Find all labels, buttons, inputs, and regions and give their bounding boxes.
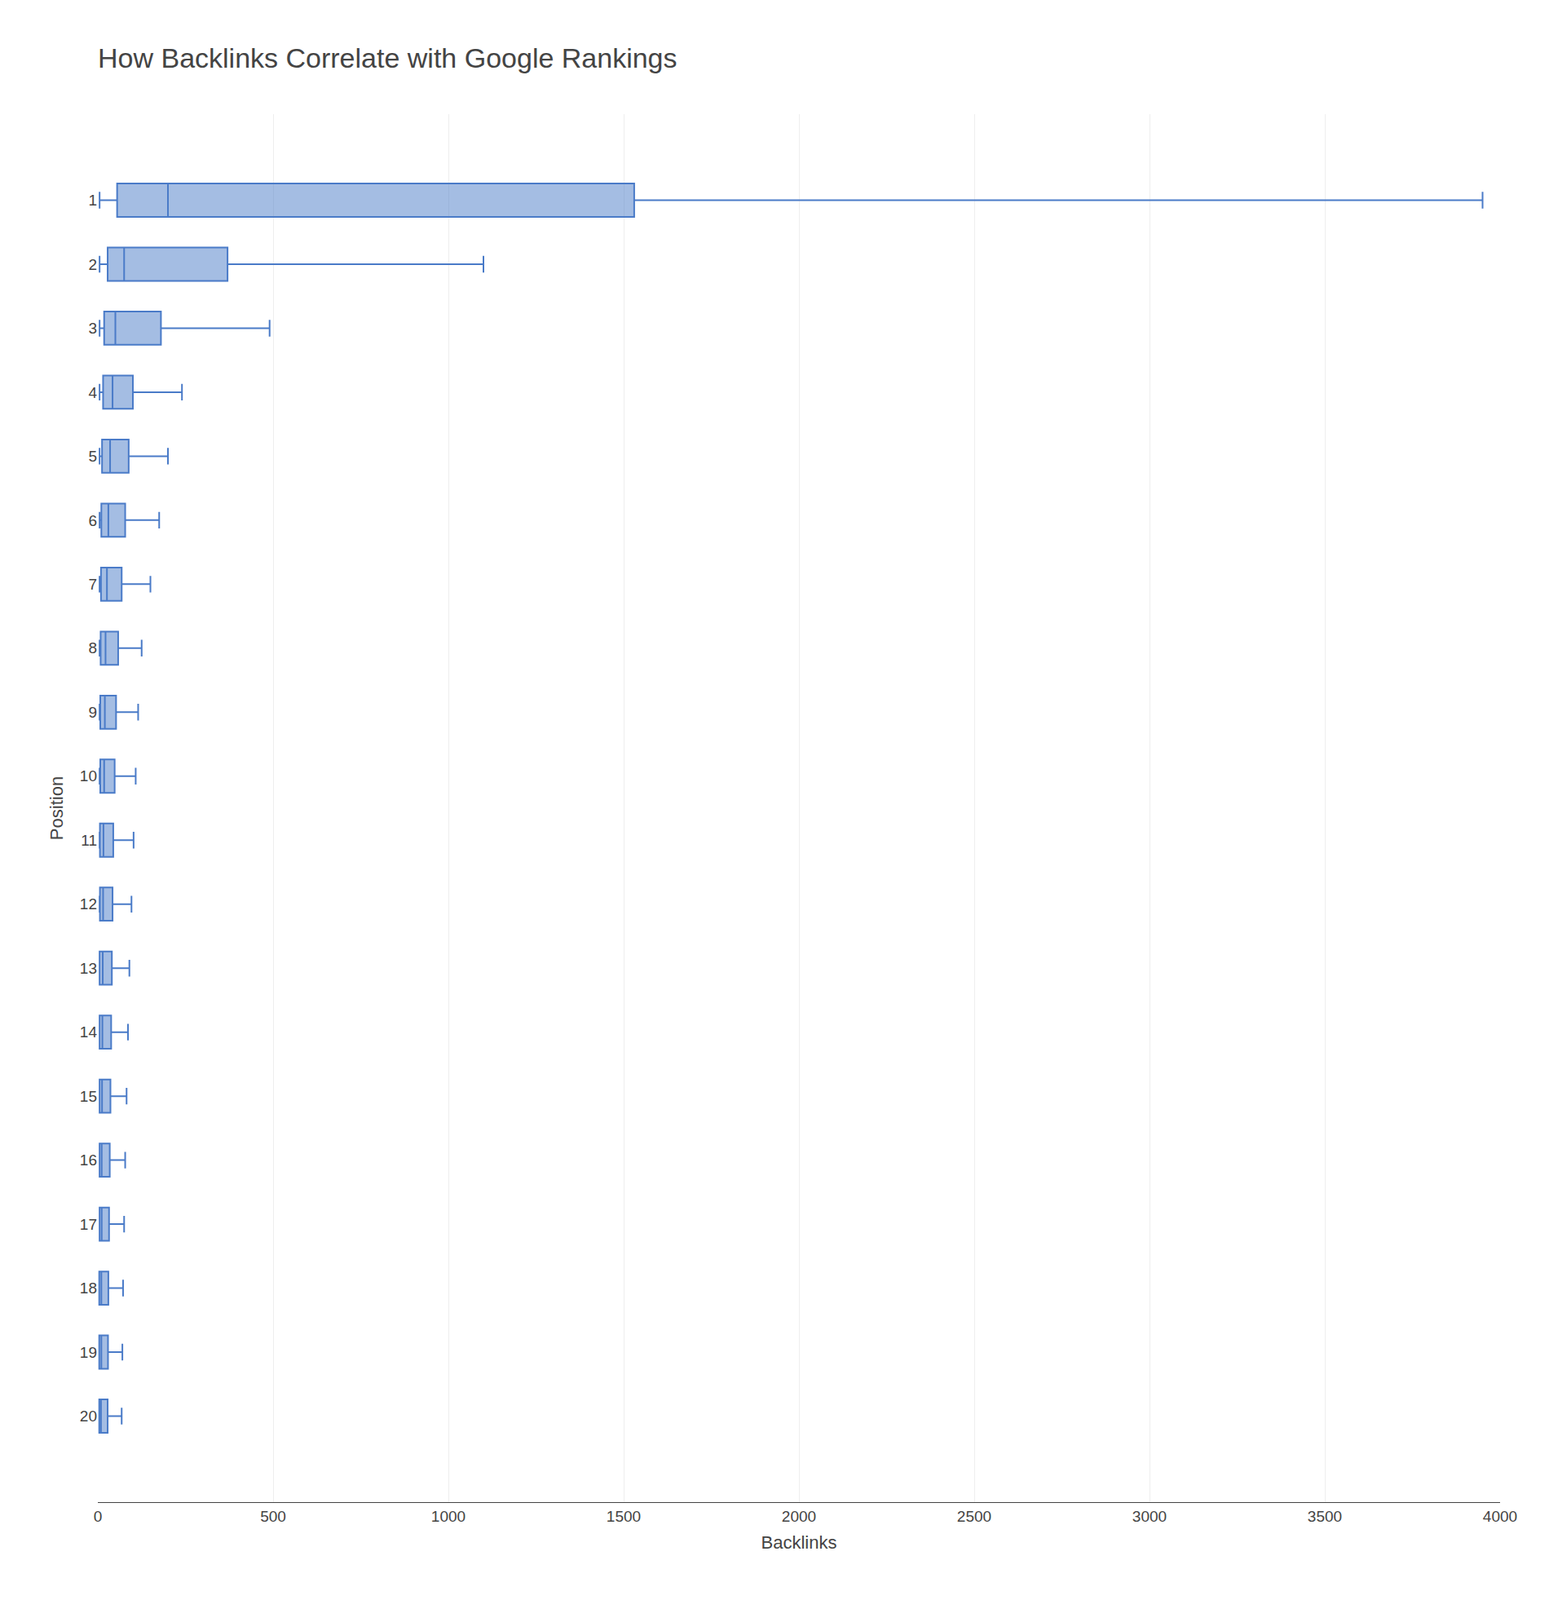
svg-text:2: 2 bbox=[88, 255, 98, 274]
svg-text:20: 20 bbox=[79, 1407, 98, 1425]
svg-text:4000: 4000 bbox=[1482, 1507, 1518, 1525]
svg-text:1500: 1500 bbox=[606, 1507, 641, 1525]
svg-text:0: 0 bbox=[93, 1507, 103, 1525]
svg-text:3000: 3000 bbox=[1132, 1507, 1167, 1525]
svg-text:1000: 1000 bbox=[431, 1507, 466, 1525]
svg-text:2500: 2500 bbox=[957, 1507, 992, 1525]
svg-text:Position: Position bbox=[46, 776, 67, 840]
svg-text:17: 17 bbox=[79, 1215, 98, 1233]
svg-text:3500: 3500 bbox=[1307, 1507, 1342, 1525]
svg-text:12: 12 bbox=[79, 895, 98, 913]
svg-text:11: 11 bbox=[80, 831, 98, 849]
svg-text:18: 18 bbox=[79, 1279, 98, 1297]
svg-text:2000: 2000 bbox=[781, 1507, 817, 1525]
svg-text:7: 7 bbox=[88, 575, 98, 593]
svg-text:1: 1 bbox=[88, 191, 98, 209]
svg-text:3: 3 bbox=[88, 319, 98, 337]
svg-text:16: 16 bbox=[79, 1151, 98, 1169]
svg-text:9: 9 bbox=[88, 703, 98, 721]
svg-text:Backlinks: Backlinks bbox=[761, 1531, 838, 1553]
svg-text:19: 19 bbox=[79, 1343, 98, 1361]
svg-text:13: 13 bbox=[79, 959, 98, 977]
svg-text:500: 500 bbox=[260, 1507, 287, 1525]
svg-text:10: 10 bbox=[79, 767, 98, 785]
svg-text:14: 14 bbox=[79, 1023, 98, 1041]
svg-text:6: 6 bbox=[88, 511, 98, 530]
svg-text:15: 15 bbox=[79, 1087, 98, 1105]
svg-text:How Backlinks Correlate with G: How Backlinks Correlate with Google Rank… bbox=[97, 42, 678, 74]
svg-text:5: 5 bbox=[88, 447, 98, 465]
svg-text:8: 8 bbox=[88, 639, 98, 657]
svg-text:4: 4 bbox=[88, 383, 98, 402]
